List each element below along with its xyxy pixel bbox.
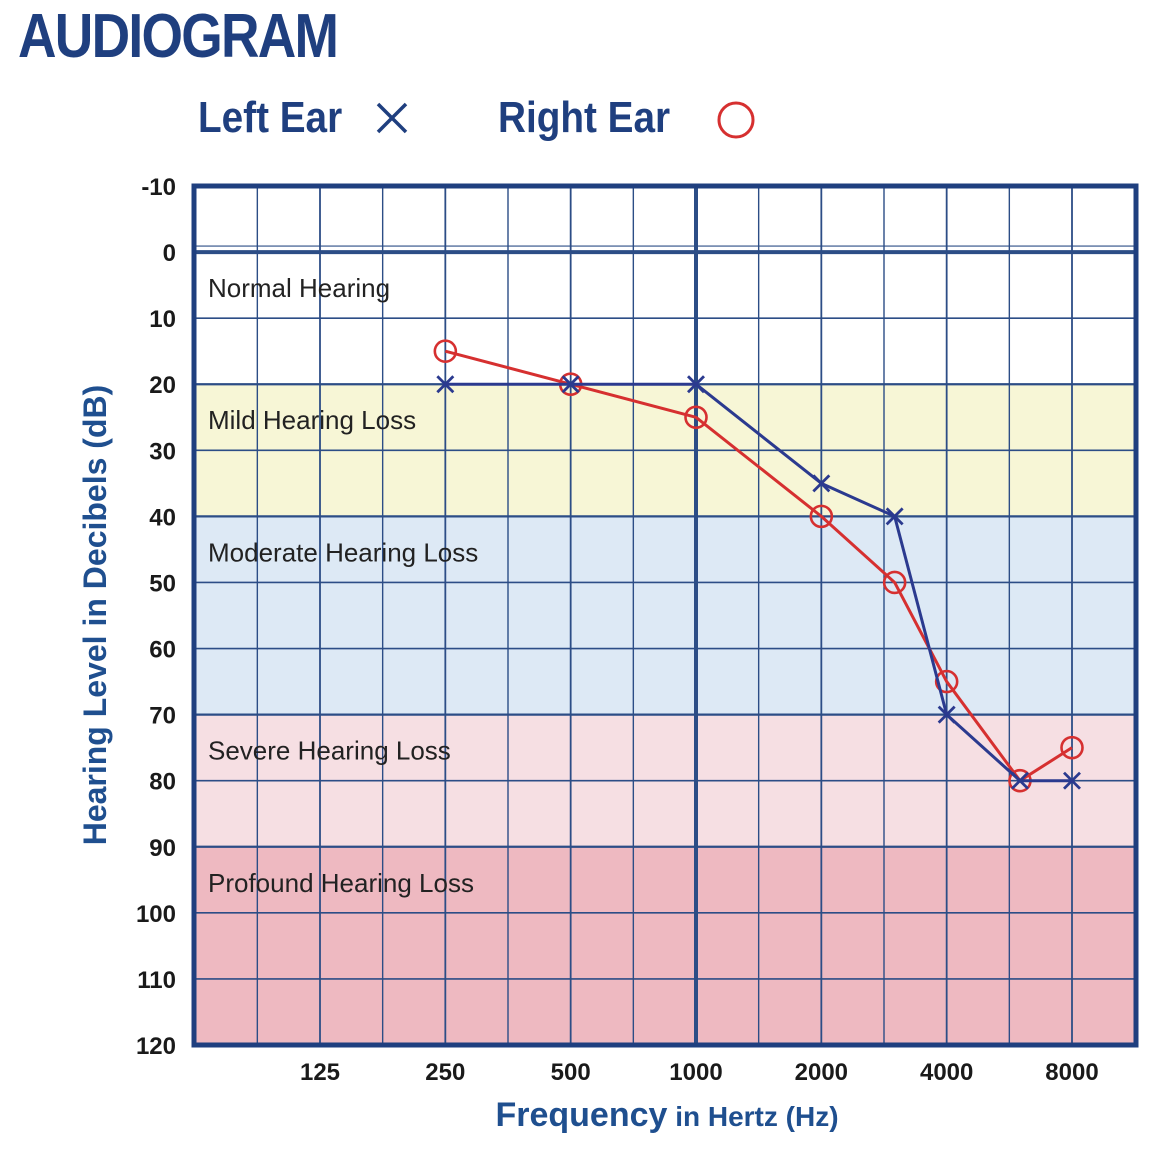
right-ear-point [684,405,708,430]
x-tick-label: 250 [425,1059,465,1086]
chart-frame [191,183,1139,1048]
left-ear-line [445,382,1072,783]
x-tick-label: 1000 [669,1059,722,1086]
left-ear-point [687,375,705,394]
right-ear-point [1060,735,1084,760]
left-ear-point [812,474,831,493]
zone-label: Moderate Hearing Loss [208,537,478,567]
zone-label: Profound Hearing Loss [208,868,474,898]
x-tick-label: 2000 [795,1059,848,1086]
y-tick-label: 20 [149,372,176,399]
zone-band [194,846,1136,1045]
y-tick-label: -10 [141,174,176,201]
data-series [433,339,1084,793]
right-ear-line [444,349,1073,783]
y-tick-label: 40 [149,504,176,531]
left-ear-point [937,705,956,724]
y-tick-label: 70 [149,703,176,730]
legend-right-ear-label: Right Ear [498,93,671,142]
y-tick-label: 30 [149,438,176,465]
zone-band [194,516,1136,715]
right-ear-point [934,669,959,694]
legend-left-ear-label: Left Ear [198,93,343,142]
y-tick-label: 10 [149,306,176,333]
zone-label: Mild Hearing Loss [208,405,416,435]
x-axis-title-main: Frequency [495,1096,667,1134]
right-ear-point [433,339,458,363]
x-tick-label: 8000 [1045,1059,1098,1086]
legend-o-marker-icon [717,101,755,139]
chart-border [191,183,1139,1048]
y-tick-label: 50 [149,570,176,597]
x-axis-ticks: 125 250 500 1000 2000 4000 8000 [300,1059,1099,1086]
y-tick-label: 120 [136,1033,176,1060]
y-tick-label: 90 [149,835,176,862]
x-tick-label: 500 [551,1059,591,1086]
page-title: AUDIOGRAM [18,2,339,71]
x-tick-label: 4000 [920,1059,973,1086]
left-ear-point [1010,771,1029,790]
x-axis-title: Frequency in Hertz (Hz) [495,1096,838,1134]
y-tick-label: 0 [163,240,176,267]
y-tick-label: 100 [136,901,176,928]
left-ear-point [436,375,455,394]
y-axis-ticks: -10 0 10 20 30 40 50 60 70 80 90 100 110 120 [136,174,176,1060]
left-ear-point [1063,771,1081,790]
chart-grid [194,186,1136,1045]
zone-labels: Normal Hearing Mild Hearing Loss Moderate … [208,273,478,898]
legend-x-marker-icon [376,102,408,134]
y-tick-label: 110 [137,967,176,994]
x-tick-label: 125 [300,1059,340,1086]
right-ear-point [882,570,907,595]
y-tick-label: 80 [149,769,176,796]
zone-label: Severe Hearing Loss [208,736,451,766]
y-tick-label: 60 [149,637,176,664]
zone-label: Normal Hearing [208,273,390,303]
y-axis-title: Hearing Level in Decibels (dB) [77,385,113,846]
x-axis-title-rest: in Hertz (Hz) [667,1101,838,1132]
right-ear-point [809,504,834,529]
left-ear-point [561,375,580,394]
left-ear-point [885,507,904,526]
